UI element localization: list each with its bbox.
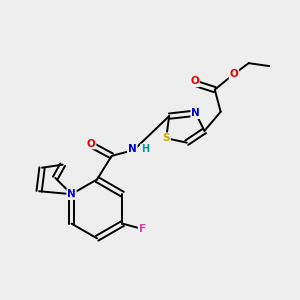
Text: N: N <box>67 189 76 199</box>
Text: O: O <box>87 139 95 148</box>
Text: O: O <box>230 69 238 79</box>
Text: F: F <box>139 224 146 235</box>
Text: O: O <box>190 76 199 86</box>
Text: S: S <box>162 133 170 143</box>
Text: H: H <box>141 144 149 154</box>
Text: N: N <box>191 108 200 118</box>
Text: N: N <box>128 143 137 154</box>
